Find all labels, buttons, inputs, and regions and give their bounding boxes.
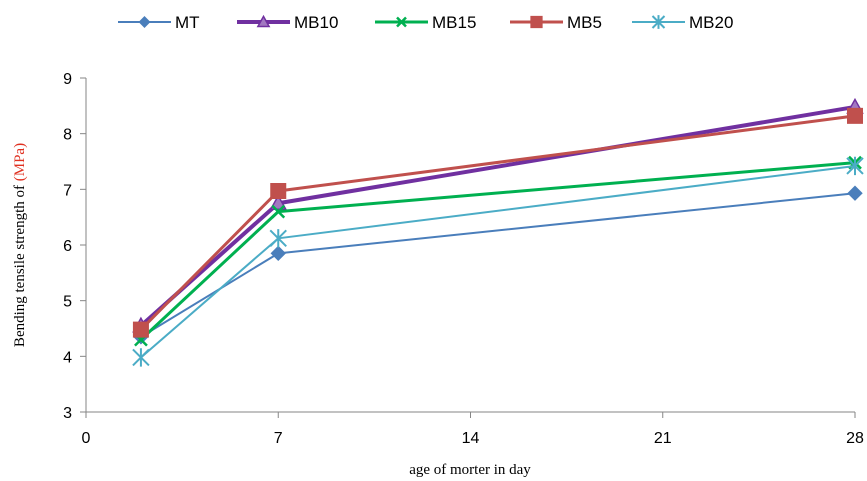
y-tick-label: 3 [63, 405, 72, 422]
data-point-mb5 [847, 107, 863, 124]
legend-marker-mb5 [530, 15, 543, 29]
x-axis-title: age of morter in day [409, 462, 531, 478]
legend-label-mb10: MB10 [294, 13, 338, 32]
data-point-mb5 [270, 183, 287, 200]
x-ticks: 0 7 14 21 28 [82, 412, 864, 447]
legend: MT MB10 MB15 MB5 MB20 [118, 13, 733, 32]
legend-label-mb5: MB5 [567, 13, 602, 32]
plot-area [132, 97, 864, 367]
legend-marker-mb20 [651, 15, 666, 29]
series-mb15 [134, 155, 862, 347]
data-point-mb10 [269, 194, 288, 210]
series-mb10 [132, 97, 864, 333]
legend-label-mb15: MB15 [432, 13, 476, 32]
x-tick-label: 21 [654, 430, 672, 447]
data-point-mb15 [271, 204, 286, 219]
data-point-mb5 [132, 321, 149, 338]
y-axis-title-unit: (MPa) [12, 143, 28, 181]
series-line-mb20 [140, 164, 856, 359]
y-axis-title-main: Bending tensile strength of [12, 181, 28, 347]
data-point-mt [270, 245, 286, 262]
data-point-mt [847, 185, 863, 201]
x-tick-label: 7 [274, 430, 283, 447]
x-tick-label: 28 [846, 430, 864, 447]
x-tick-label: 0 [82, 430, 91, 447]
series-mb20 [132, 156, 864, 367]
y-tick-label: 4 [63, 349, 72, 366]
y-tick-label: 7 [63, 182, 72, 199]
data-point-mb20 [132, 348, 150, 367]
legend-item-mb10: MB10 [237, 13, 338, 32]
legend-marker-mt [138, 16, 151, 28]
series-line-mb5 [139, 114, 856, 331]
y-ticks: 3 4 5 6 7 8 9 [63, 71, 86, 422]
y-tick-label: 9 [63, 71, 72, 88]
y-axis-title: Bending tensile strength of (MPa) [12, 143, 28, 347]
legend-item-mb20: MB20 [632, 13, 733, 32]
data-point-mb20 [269, 229, 287, 248]
legend-item-mb15: MB15 [375, 13, 476, 32]
series-line-mb15 [139, 161, 856, 341]
legend-label-mt: MT [175, 13, 200, 32]
legend-marker-mb15 [396, 16, 407, 28]
x-tick-label: 14 [462, 430, 480, 447]
legend-marker-mb10 [256, 14, 271, 28]
series-line-mb10 [139, 104, 856, 328]
y-tick-label: 5 [63, 294, 72, 311]
series-mb5 [132, 107, 863, 338]
legend-item-mt: MT [118, 13, 200, 32]
legend-item-mb5: MB5 [510, 13, 602, 32]
y-tick-label: 6 [63, 238, 72, 255]
y-tick-label: 8 [63, 127, 72, 144]
legend-label-mb20: MB20 [689, 13, 733, 32]
data-point-mb20 [846, 156, 864, 176]
